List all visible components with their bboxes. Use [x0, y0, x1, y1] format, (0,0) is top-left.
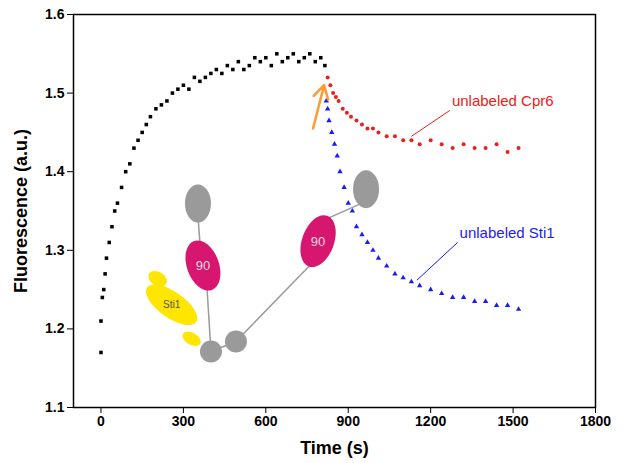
svg-text:Sti1: Sti1 [163, 299, 181, 310]
svg-text:1200: 1200 [415, 413, 446, 429]
svg-text:1.2: 1.2 [45, 320, 65, 336]
svg-text:1.4: 1.4 [45, 163, 65, 179]
svg-text:1.1: 1.1 [45, 399, 65, 415]
svg-text:300: 300 [172, 413, 196, 429]
svg-text:90: 90 [196, 258, 210, 273]
svg-text:1.3: 1.3 [45, 242, 65, 258]
svg-text:unlabeled Cpr6: unlabeled Cpr6 [452, 92, 554, 109]
svg-text:900: 900 [337, 413, 361, 429]
svg-text:600: 600 [254, 413, 278, 429]
svg-text:Time (s): Time (s) [300, 438, 369, 458]
svg-text:1500: 1500 [498, 413, 529, 429]
svg-text:Fluorescence (a.u.): Fluorescence (a.u.) [11, 129, 31, 293]
svg-text:0: 0 [97, 413, 105, 429]
svg-text:1800: 1800 [580, 413, 611, 429]
svg-text:1.5: 1.5 [45, 85, 65, 101]
svg-text:unlabeled Sti1: unlabeled Sti1 [460, 224, 555, 241]
svg-text:90: 90 [311, 234, 325, 249]
svg-text:1.6: 1.6 [45, 6, 65, 22]
